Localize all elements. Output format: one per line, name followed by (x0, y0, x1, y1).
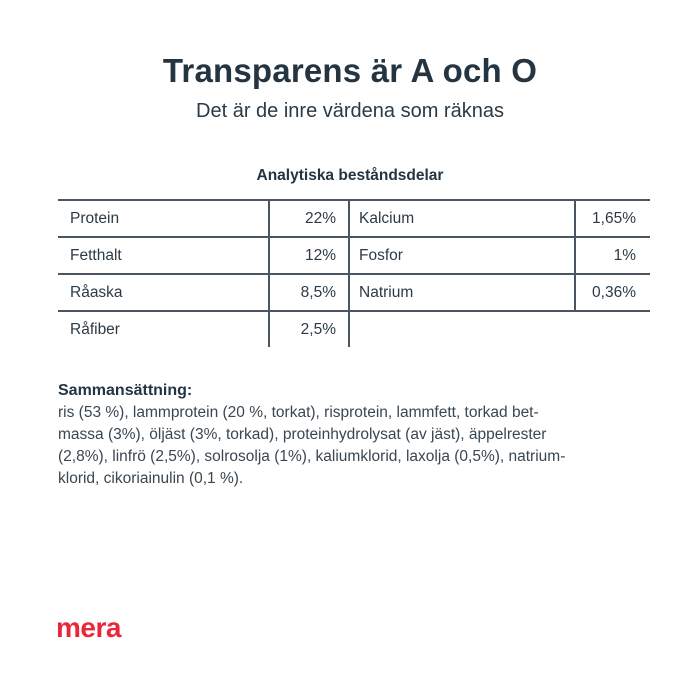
page-title: Transparens är A och O (162, 52, 538, 89)
page-subtitle: Det är de inre värdena som räknas (196, 100, 504, 122)
nutrient-value: 8,5% (268, 274, 350, 312)
table-row: Protein 22% Kalcium 1,65% (58, 199, 650, 238)
brand-logo: mera (56, 612, 121, 643)
nutrient-name: Protein (58, 199, 269, 238)
empty-cell (575, 311, 650, 347)
nutrient-name: Råfiber (70, 320, 120, 338)
table-row: Fetthalt 12% Fosfor 1% (58, 237, 650, 275)
table-row: Råfiber 2,5% (58, 311, 650, 347)
nutrient-name: Råaska (58, 274, 269, 312)
composition-line: klorid, cikoriainulin (0,1 %). (58, 470, 244, 487)
composition-title: Sammansättning: (58, 382, 193, 399)
composition-line: (2,8%), linfrö (2,5%), solrosolja (1%), … (58, 448, 566, 465)
empty-cell (349, 311, 575, 347)
table-row: Råaska 8,5% Natrium 0,36% (58, 274, 650, 312)
nutrient-value: 2,5% (268, 311, 350, 347)
analysis-table: Protein 22% Kalcium 1,65% Fetthalt 12% F… (58, 199, 650, 347)
nutrient-name: Fosfor (349, 237, 575, 275)
composition-line: massa (3%), öljäst (3%, torkad), protein… (58, 426, 547, 443)
nutrient-name: Kalcium (349, 199, 575, 238)
composition-line: ris (53 %), lammprotein (20 %, torkat), … (58, 404, 539, 421)
nutrient-value: 0,36% (574, 274, 650, 312)
nutrient-name: Natrium (349, 274, 575, 312)
nutrient-name: Fetthalt (58, 237, 269, 275)
composition-text: ris (53 %), lammprotein (20 %, torkat), … (58, 402, 638, 490)
nutrient-value: 1,65% (574, 199, 650, 238)
nutrient-value: 22% (268, 199, 350, 238)
nutrient-value: 12% (268, 237, 350, 275)
nutrient-value: 1% (574, 237, 650, 275)
analysis-table-title: Analytiska beståndsdelar (256, 167, 444, 184)
